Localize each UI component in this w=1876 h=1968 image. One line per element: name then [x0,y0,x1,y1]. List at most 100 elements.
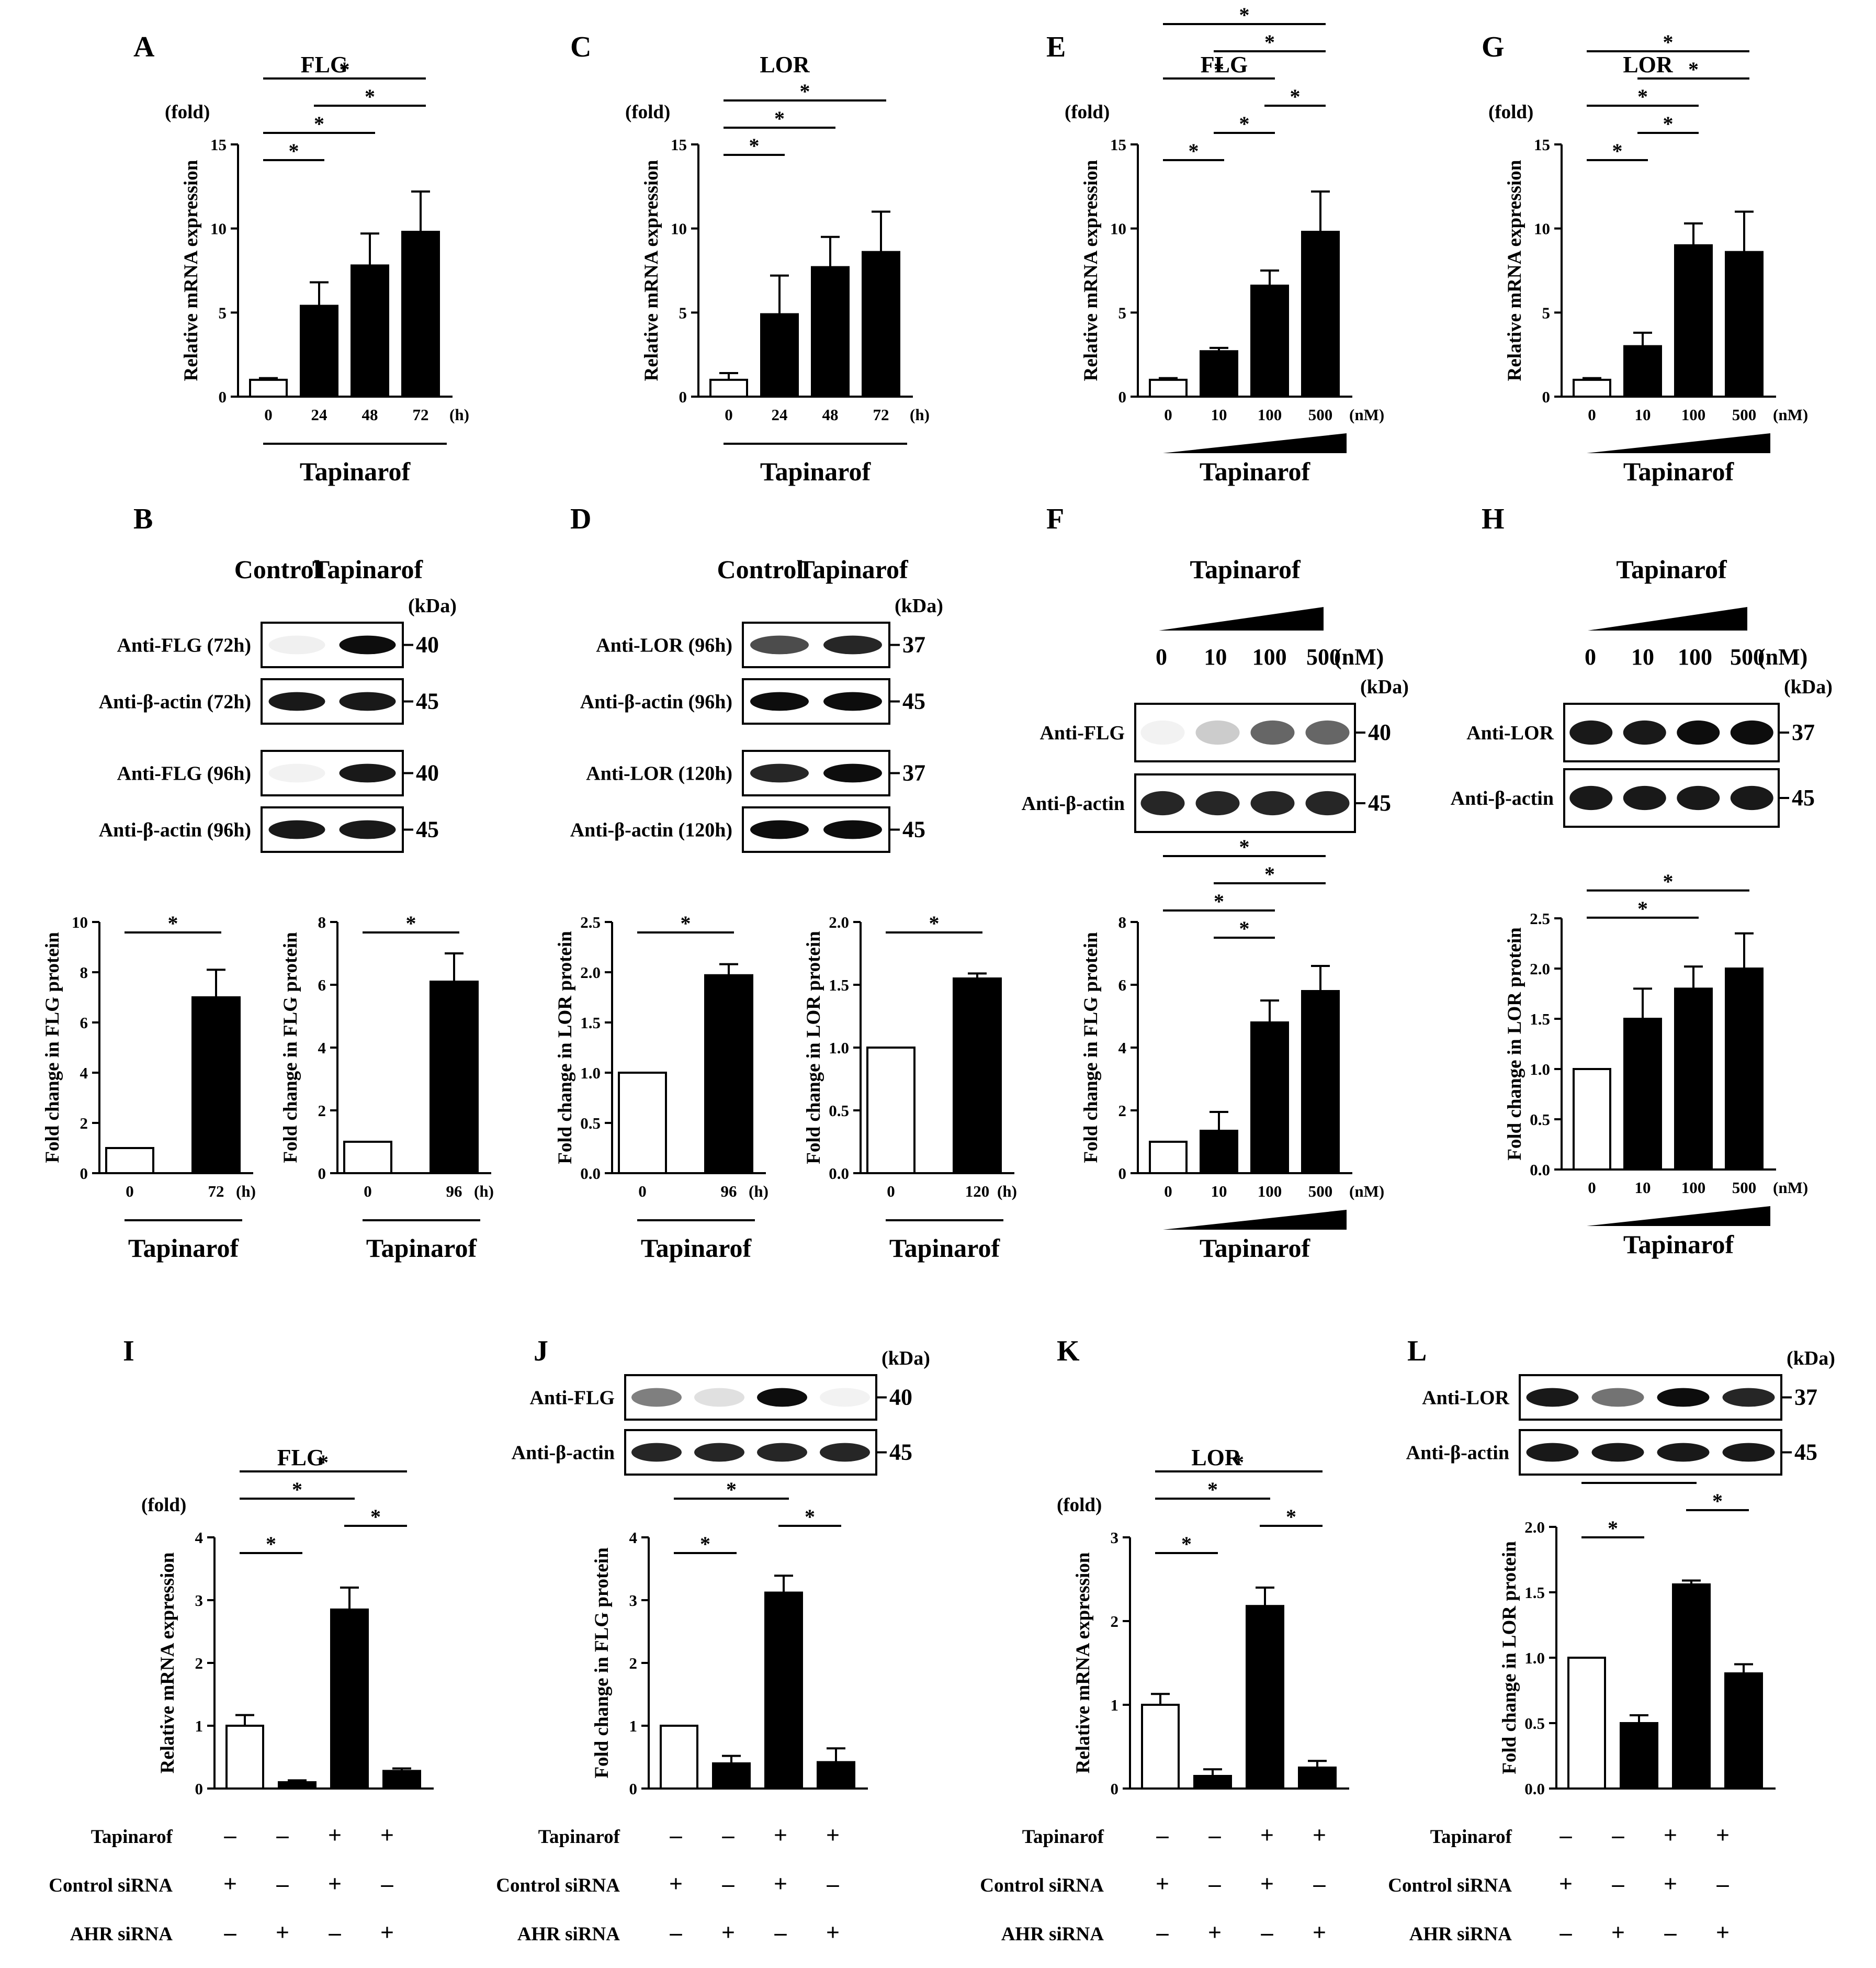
significance-star: * [1637,85,1648,108]
bar [1674,244,1713,398]
bar [709,378,748,398]
y-tick-label: 1.5 [580,1014,601,1032]
dose-label: 100 [1252,644,1287,670]
significance-star: * [774,107,785,130]
bar [1573,1068,1611,1171]
y-tick-label: 6 [80,1014,88,1032]
significance-star: * [314,112,324,136]
bar [704,974,753,1174]
blot-band [339,635,396,655]
bar [1567,1657,1606,1790]
y-unit-label: (fold) [1057,1494,1102,1516]
y-unit-label: (fold) [1065,102,1110,123]
y-tick-label: 2.0 [580,963,601,982]
blot-band [1623,785,1666,811]
dose-wedge [1163,1210,1347,1230]
blot-band [750,635,809,655]
x-axis-label: Tapinarof [366,1233,478,1263]
panel-letter-H: H [1482,503,1505,535]
y-axis-label: Fold change in FLG protein [280,932,301,1163]
bar [953,977,1002,1174]
significance-star: * [1612,139,1623,163]
y-tick-label: 0 [1542,388,1551,406]
blot-band [631,1443,682,1462]
bar [1301,231,1340,398]
blot-band [1677,785,1720,811]
x-tick-label: 500 [1732,1178,1757,1197]
chart-B1: 0 2 4 6 8 10 Fold change in FLG protein 0 72 (h) T… [42,912,256,1263]
blot-header: Tapinarof [797,555,909,584]
blot-J: (kDa) Anti-FLG 40 Anti-β-actin 45 [512,1347,930,1476]
blot-band [339,820,396,839]
blot-row-label: Anti-β-actin (120h) [570,819,732,841]
significance-star: * [700,1532,710,1556]
y-tick-label: 0 [629,1780,638,1798]
dose-label: 500 [1306,644,1341,670]
dose-label: 500 [1730,644,1765,670]
bar [191,996,241,1174]
y-tick-label: 0 [1118,388,1127,406]
condition-sign: + [380,1821,394,1848]
condition-label: AHR siRNA [1001,1924,1104,1945]
y-tick-label: 2 [1111,1612,1119,1630]
x-unit-label: (h) [449,406,469,424]
bar [1200,1130,1238,1174]
x-unit-label: (nM) [1773,1178,1808,1197]
x-axis-label: Tapinarof [1200,457,1311,486]
x-tick-label: 0 [126,1182,134,1200]
blot-band [1305,791,1350,816]
x-tick-label: 0 [725,406,733,424]
condition-sign: – [224,1919,237,1945]
y-tick-label: 15 [671,136,687,154]
blot-row-label: Anti-FLG (96h) [117,763,252,785]
y-tick-label: 15 [1534,136,1550,154]
x-axis-label: Tapinarof [760,457,872,486]
x-tick-label: 72 [208,1182,224,1200]
y-tick-label: 2 [195,1654,204,1672]
x-axis-label: Tapinarof [1623,1230,1735,1259]
x-axis-label: Tapinarof [1200,1233,1311,1263]
significance-star: * [1286,1505,1296,1528]
bar [249,378,288,398]
blot-row-label: Anti-LOR (96h) [596,635,732,657]
blot-band [757,1443,807,1462]
y-tick-label: 2.0 [1524,1518,1545,1536]
x-tick-label: 0 [1588,1178,1596,1197]
significance-star: * [266,1532,276,1556]
x-tick-label: 100 [1258,1182,1282,1200]
condition-label: Tapinarof [1022,1826,1104,1848]
y-tick-label: 0 [80,1164,88,1183]
mw-label: 40 [889,1385,912,1410]
chart-B2: 0 2 4 6 8 Fold change in FLG protein 0 96 (h) Tap… [280,912,494,1263]
y-tick-label: 2 [629,1654,638,1672]
x-tick-label: 100 [1258,406,1282,424]
y-tick-label: 0.5 [829,1101,849,1120]
x-unit-label: (nM) [1349,1182,1384,1200]
bar [430,981,479,1174]
blot-band [339,692,396,711]
blot-band [268,763,325,783]
condition-sign: – [1156,1821,1169,1848]
blot-band [750,820,809,839]
x-tick-label: 100 [1681,1178,1706,1197]
blot-title: Tapinarof [1190,555,1301,584]
y-tick-label: 10 [72,913,88,931]
condition-sign: + [276,1919,289,1945]
y-axis-label: Fold change in FLG protein [42,932,63,1163]
y-tick-label: 10 [1110,220,1126,238]
y-tick-label: 4 [629,1528,638,1547]
blot-band [1569,720,1613,745]
x-unit-label: (nM) [1349,406,1384,424]
significance-star: * [929,912,940,935]
blot-band [1591,1388,1644,1407]
x-tick-label: 0 [1588,406,1596,424]
significance-star: * [1264,862,1275,886]
x-tick-label: 500 [1732,406,1757,424]
condition-sign: – [1208,1870,1222,1897]
condition-sign: + [380,1919,394,1945]
bar [1149,1141,1188,1174]
y-tick-label: 0.5 [1530,1110,1550,1129]
y-tick-label: 1.0 [580,1064,601,1082]
significance-star: * [1239,835,1250,859]
